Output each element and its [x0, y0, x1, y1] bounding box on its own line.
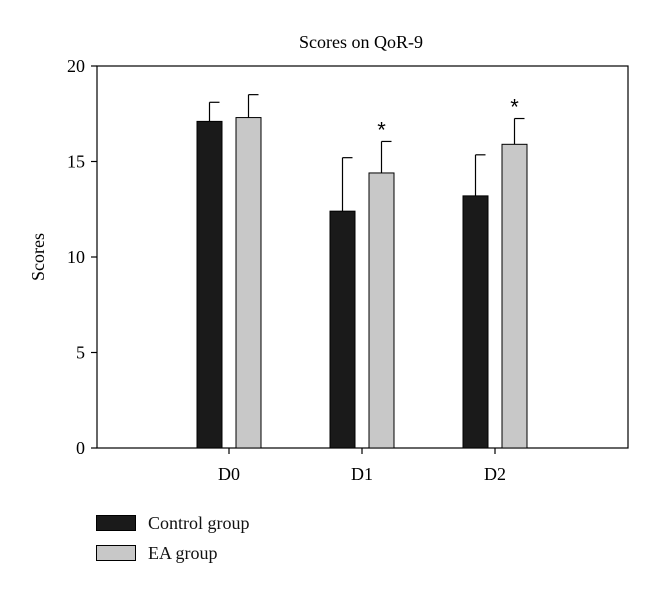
annotations-group: **: [377, 95, 519, 143]
legend-label-ea: EA group: [148, 542, 218, 563]
bars-group: [196, 117, 528, 449]
significance-asterisk: *: [510, 95, 519, 120]
bar-ea-d1: [368, 172, 395, 449]
x-tick-label: D0: [218, 464, 240, 484]
x-tick-label: D2: [484, 464, 506, 484]
legend: Control group EA group: [96, 508, 250, 568]
chart-title: Scores on QoR-9: [299, 32, 423, 52]
bar-ea-d2: [501, 143, 528, 449]
y-tick-label: 5: [76, 343, 85, 363]
error-bars-group: [208, 94, 525, 212]
legend-swatch-control: [96, 515, 136, 531]
bar-control-d2: [462, 195, 489, 449]
y-axis-label: Scores: [28, 233, 48, 281]
significance-asterisk: *: [377, 117, 386, 142]
x-tick-label: D1: [351, 464, 373, 484]
y-axis-ticks: 0 5 10 15 20: [67, 56, 97, 458]
bar-chart: Scores on QoR-9 Scores 0 5 10 15 20 D0 D1 D2 *…: [28, 32, 629, 484]
y-tick-label: 10: [67, 247, 85, 267]
bar-control-d0: [196, 120, 223, 449]
y-tick-label: 20: [67, 56, 85, 76]
x-axis-ticks: D0 D1 D2: [218, 448, 506, 484]
plot-area-frame: [96, 65, 629, 449]
legend-item-control: Control group: [96, 508, 250, 538]
y-tick-label: 0: [76, 438, 85, 458]
bar-control-d1: [329, 210, 356, 449]
legend-label-control: Control group: [148, 512, 250, 533]
bar-ea-d0: [235, 117, 262, 449]
y-tick-label: 15: [67, 152, 85, 172]
legend-item-ea: EA group: [96, 538, 250, 568]
legend-swatch-ea: [96, 545, 136, 561]
